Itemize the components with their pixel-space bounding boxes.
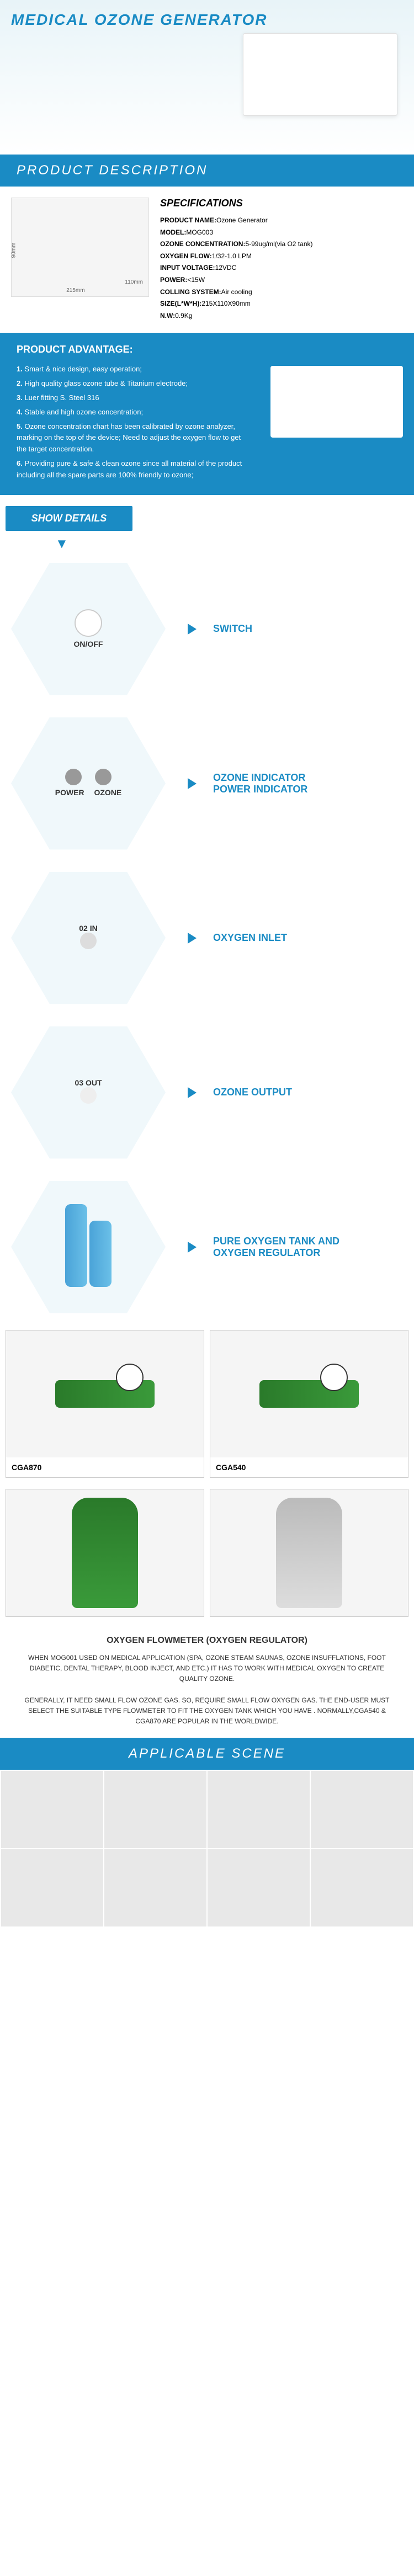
regulator-icon [55, 1380, 155, 1408]
advantage-item: 1. Smart & nice design, easy operation; [17, 364, 245, 375]
advantage-device-image [270, 366, 403, 438]
specifications-section: 90mm 215mm 110mm SPECIFICATIONS PRODUCT … [0, 187, 414, 333]
spec-table: PRODUCT NAME: Ozone GeneratorMODEL: MOG0… [160, 215, 313, 322]
spec-details: SPECIFICATIONS PRODUCT NAME: Ozone Gener… [160, 198, 313, 322]
spec-row: POWER: <15W [160, 274, 313, 286]
spec-row: INPUT VOLTAGE: 12VDC [160, 262, 313, 274]
scene-image [104, 1849, 206, 1926]
oxygen-inlet-label: OXYGEN INLET [213, 932, 287, 944]
detail-oxygen-tank: PURE OXYGEN TANK AND OXYGEN REGULATOR [0, 1170, 414, 1324]
scene-image [1, 1849, 103, 1926]
tank-silver-item [210, 1489, 408, 1617]
switch-label: SWITCH [213, 623, 252, 635]
scene-image [208, 1771, 310, 1848]
advantage-item: 5. Ozone concentration chart has been ca… [17, 421, 245, 455]
oxygen-tank-label: PURE OXYGEN TANK AND OXYGEN REGULATOR [213, 1236, 379, 1259]
silver-tank-icon [276, 1498, 342, 1608]
scene-image [311, 1849, 413, 1926]
arrow-right-icon [188, 778, 197, 789]
scene-grid [0, 1770, 414, 1928]
regulator-icon [259, 1380, 359, 1408]
scene-image [1, 1771, 103, 1848]
spec-row: N.W: 0.9Kg [160, 310, 313, 322]
inlet-connector-icon [80, 933, 97, 949]
arrow-right-icon [188, 1242, 197, 1253]
ozone-output-label: OZONE OUTPUT [213, 1087, 292, 1098]
hex-switch: ON/OFF [11, 563, 166, 695]
hex-oxygen-tank [11, 1181, 166, 1313]
scene-image [311, 1771, 413, 1848]
ozone-connector-icon [95, 769, 112, 785]
arrow-right-icon [188, 624, 197, 635]
advantage-title: PRODUCT ADVANTAGE: [17, 344, 397, 355]
show-details-button: SHOW DETAILS [6, 506, 132, 531]
spec-row: MODEL: MOG003 [160, 227, 313, 239]
output-connector-icon [80, 1087, 97, 1104]
advantage-list: 1. Smart & nice design, easy operation; 2… [17, 364, 245, 481]
regulator-row: CGA870 CGA540 [0, 1324, 414, 1483]
spec-row: SIZE(L*W*H): 215X110X90mm [160, 298, 313, 310]
advantage-item: 3. Luer fitting S. Steel 316 [17, 392, 245, 404]
oxygen-tank-icon [89, 1221, 112, 1287]
applicable-scene-banner: APPLICABLE SCENE [0, 1738, 414, 1770]
flowmeter-section: OXYGEN FLOWMETER (OXYGEN REGULATOR) WHEN… [0, 1622, 414, 1738]
hex-ozone-output: 03 OUT [11, 1026, 166, 1159]
spec-row: OXYGEN FLOW: 1/32-1.0 LPM [160, 251, 313, 263]
advantage-item: 6. Providing pure & safe & clean ozone s… [17, 458, 245, 481]
detail-oxygen-inlet: 02 IN OXYGEN INLET [0, 861, 414, 1015]
green-tank-icon [72, 1498, 138, 1608]
spec-product-image: 90mm 215mm 110mm [11, 198, 149, 297]
advantage-item: 2. High quality glass ozone tube & Titan… [17, 378, 245, 390]
flowmeter-title: OXYGEN FLOWMETER (OXYGEN REGULATOR) [17, 1633, 397, 1648]
detail-ozone-output: 03 OUT OZONE OUTPUT [0, 1015, 414, 1170]
hex-oxygen-inlet: 02 IN [11, 872, 166, 1004]
scene-image [104, 1771, 206, 1848]
regulator-cga870: CGA870 [6, 1330, 204, 1478]
onoff-icon [75, 609, 102, 637]
spec-row: COLLING SYSTEM: Air cooling [160, 286, 313, 299]
product-hero-image [243, 33, 397, 116]
indicator-label: OZONE INDICATOR POWER INDICATOR [213, 772, 307, 795]
show-details-section: SHOW DETAILS ▼ ON/OFF SWITCH POWER OZONE [0, 495, 414, 1324]
hex-indicator: POWER OZONE [11, 717, 166, 850]
arrow-right-icon [188, 933, 197, 944]
detail-indicator: POWER OZONE OZONE INDICATOR POWER INDICA… [0, 706, 414, 861]
regulator-cga540: CGA540 [210, 1330, 408, 1478]
spec-row: OZONE CONCENTRATION: 5-99ug/ml(via O2 ta… [160, 238, 313, 251]
flowmeter-para1: WHEN MOG001 USED ON MEDICAL APPLICATION … [17, 1653, 397, 1685]
advantage-section: PRODUCT ADVANTAGE: 1. Smart & nice desig… [0, 333, 414, 494]
flowmeter-para2: GENERALLY, IT NEED SMALL FLOW OZONE GAS.… [17, 1695, 397, 1727]
tank-row [0, 1483, 414, 1622]
spec-row: PRODUCT NAME: Ozone Generator [160, 215, 313, 227]
detail-switch: ON/OFF SWITCH [0, 552, 414, 706]
tank-green-item [6, 1489, 204, 1617]
header-section: MEDICAL OZONE GENERATOR [0, 0, 414, 155]
arrow-right-icon [188, 1087, 197, 1098]
scene-image [208, 1849, 310, 1926]
description-banner: PRODUCT DESCRIPTION [0, 155, 414, 187]
power-connector-icon [65, 769, 82, 785]
arrow-down-icon: ▼ [55, 536, 414, 552]
oxygen-tank-icon [65, 1204, 87, 1287]
advantage-item: 4. Stable and high ozone concentration; [17, 407, 245, 418]
spec-title: SPECIFICATIONS [160, 198, 313, 209]
main-title: MEDICAL OZONE GENERATOR [11, 11, 403, 29]
